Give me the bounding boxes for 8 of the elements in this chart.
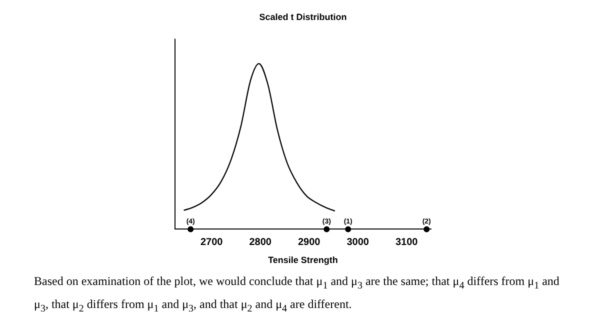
x-tick-label: 3000 — [346, 236, 370, 248]
x-tick-label: 2900 — [298, 236, 321, 248]
x-tick-label: 3100 — [395, 236, 418, 248]
text: Based on examination of the plot, we would conclude that μ$_{1}$ and μ$_{3}$ are the same; that μ$_{4}$ differs from μ$_{1}$ and μ$_{3}$, that μ$_{2}$ differs from μ$_{1}$ and μ$_{3}$, and that μ$_{2}$ and μ$_{4}$ are different. — [34, 274, 560, 315]
chart-title: Scaled t Distribution — [259, 12, 347, 22]
x-tick-label: 2700 — [200, 236, 224, 248]
x-tick-label: 2800 — [249, 236, 272, 248]
x-axis-title: Tensile Strength — [268, 255, 338, 266]
